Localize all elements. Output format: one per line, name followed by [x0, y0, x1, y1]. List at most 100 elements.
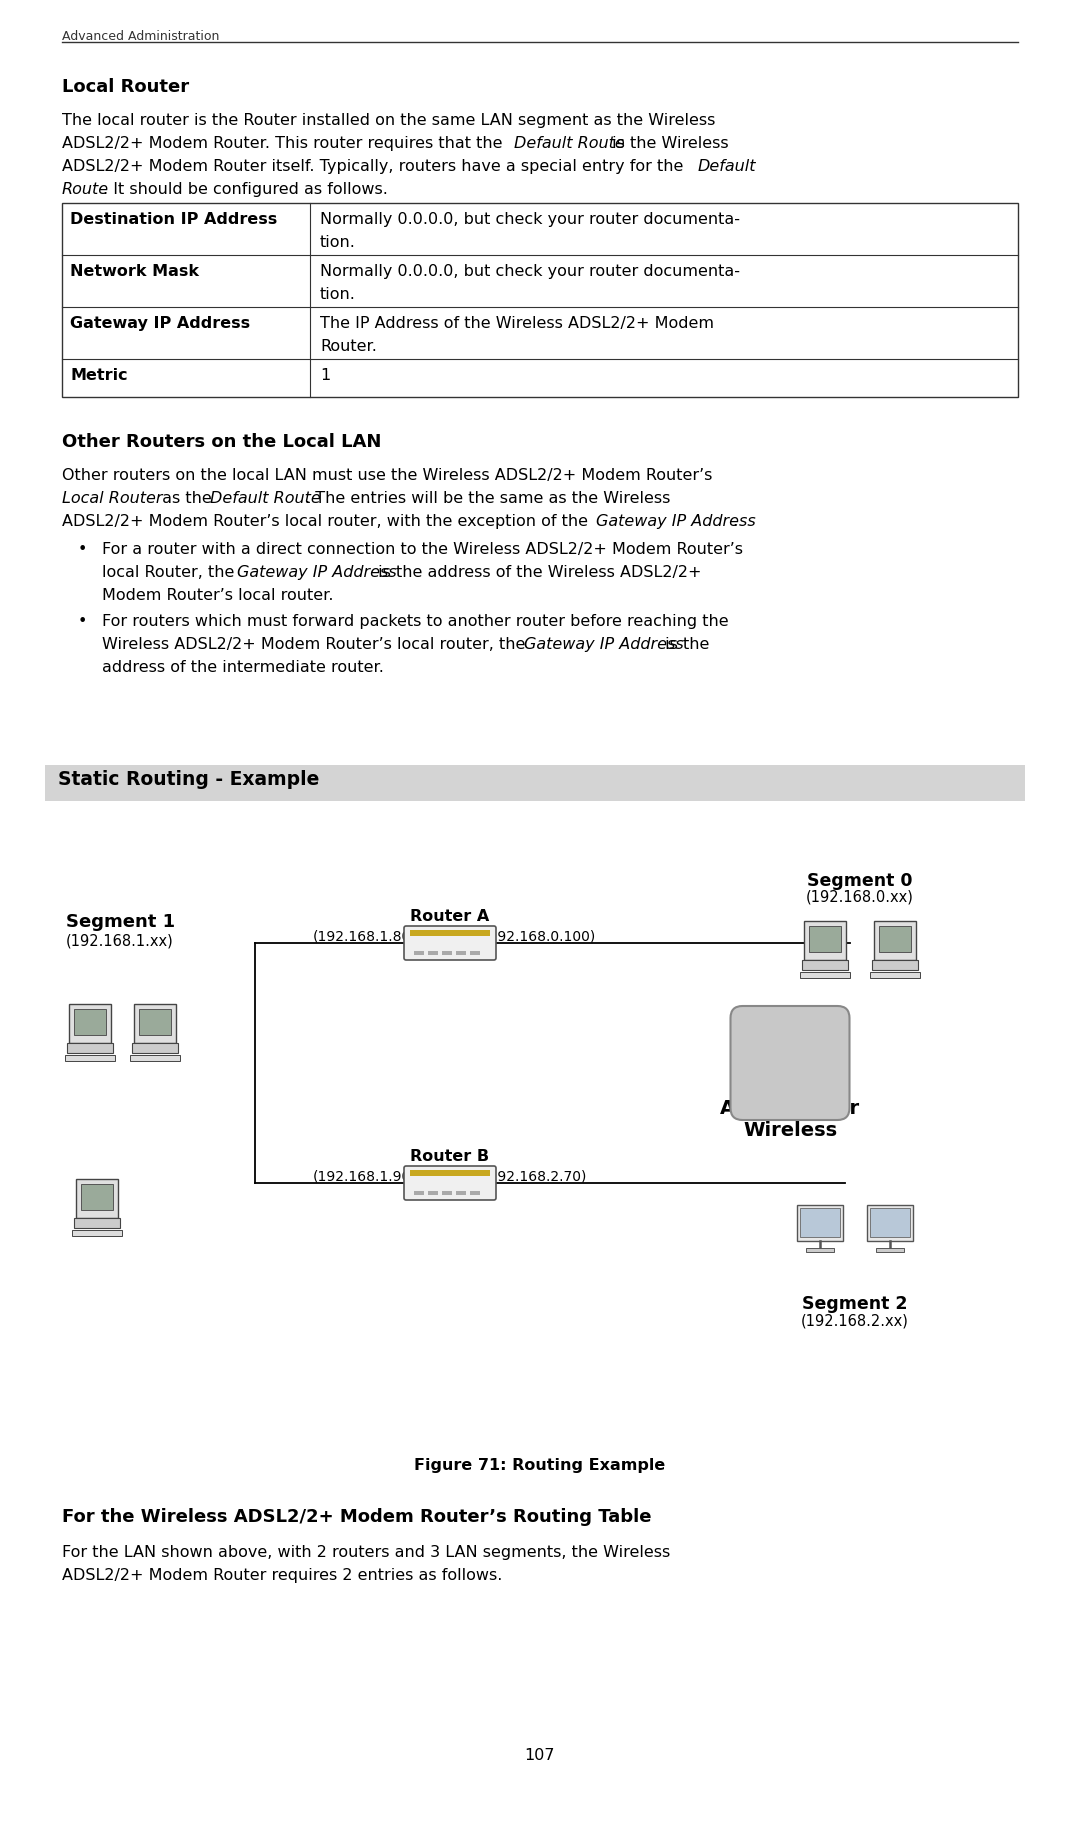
- Text: For the Wireless ADSL2/2+ Modem Router’s Routing Table: For the Wireless ADSL2/2+ Modem Router’s…: [62, 1508, 651, 1526]
- Text: 107: 107: [525, 1748, 555, 1763]
- FancyBboxPatch shape: [72, 1231, 122, 1236]
- Bar: [75, 1218, 120, 1229]
- Text: Static Routing - Example: Static Routing - Example: [58, 769, 320, 789]
- FancyBboxPatch shape: [131, 1056, 179, 1061]
- Bar: [73, 1008, 106, 1034]
- Bar: [410, 930, 490, 935]
- Bar: [797, 1205, 843, 1241]
- Text: Metric: Metric: [70, 368, 127, 383]
- Text: Gateway IP Address: Gateway IP Address: [237, 565, 396, 580]
- Text: Segment 0: Segment 0: [807, 871, 913, 890]
- Text: For routers which must forward packets to another router before reaching the: For routers which must forward packets t…: [102, 614, 729, 629]
- Text: •: •: [78, 541, 87, 558]
- Bar: [132, 1043, 178, 1054]
- Text: Route: Route: [62, 182, 109, 197]
- Text: Other Routers on the Local LAN: Other Routers on the Local LAN: [62, 434, 381, 450]
- Bar: [410, 1170, 490, 1176]
- FancyBboxPatch shape: [404, 926, 496, 961]
- Text: tion.: tion.: [320, 235, 356, 250]
- FancyBboxPatch shape: [800, 972, 850, 979]
- Bar: [414, 1190, 424, 1196]
- Bar: [456, 952, 465, 955]
- Text: •: •: [78, 614, 87, 629]
- FancyBboxPatch shape: [76, 1179, 118, 1218]
- Bar: [470, 952, 480, 955]
- Bar: [456, 1190, 465, 1196]
- Text: Local Router: Local Router: [62, 490, 162, 507]
- Text: is the address of the Wireless ADSL2/2+: is the address of the Wireless ADSL2/2+: [373, 565, 702, 580]
- Text: Gateway IP Address: Gateway IP Address: [524, 636, 684, 653]
- Text: Figure 71: Routing Example: Figure 71: Routing Example: [415, 1458, 665, 1473]
- Text: ADSL Router: ADSL Router: [720, 1099, 860, 1117]
- Text: Default Route: Default Route: [514, 137, 624, 151]
- Text: Router.: Router.: [320, 339, 377, 354]
- Bar: [800, 1209, 840, 1238]
- Bar: [139, 1008, 171, 1034]
- Bar: [81, 1183, 113, 1209]
- Text: Router B: Router B: [410, 1148, 489, 1165]
- Text: . It should be configured as follows.: . It should be configured as follows.: [103, 182, 388, 197]
- Text: tion.: tion.: [320, 286, 356, 303]
- Text: (192.168.0.100): (192.168.0.100): [484, 930, 596, 942]
- Text: Modem Router’s local router.: Modem Router’s local router.: [102, 589, 334, 603]
- Text: Destination IP Address: Destination IP Address: [70, 211, 278, 228]
- Text: is the Wireless: is the Wireless: [607, 137, 729, 151]
- Text: (192.168.0.1): (192.168.0.1): [740, 1074, 840, 1088]
- Bar: [428, 952, 438, 955]
- Bar: [45, 766, 1025, 800]
- Text: (192.168.2.xx): (192.168.2.xx): [801, 1313, 909, 1327]
- Text: . The entries will be the same as the Wireless: . The entries will be the same as the Wi…: [305, 490, 671, 507]
- Text: (192.168.2.70): (192.168.2.70): [484, 1169, 586, 1183]
- Bar: [414, 952, 424, 955]
- Text: Other routers on the local LAN must use the Wireless ADSL2/2+ Modem Router’s: Other routers on the local LAN must use …: [62, 469, 713, 483]
- Text: Advanced Administration: Advanced Administration: [62, 29, 219, 44]
- Text: Normally 0.0.0.0, but check your router documenta-: Normally 0.0.0.0, but check your router …: [320, 211, 740, 228]
- FancyBboxPatch shape: [870, 972, 920, 979]
- Text: (192.168.1.80): (192.168.1.80): [313, 930, 417, 942]
- Text: Gateway IP Address: Gateway IP Address: [70, 315, 251, 332]
- Text: Wireless ADSL2/2+ Modem Router’s local router, the: Wireless ADSL2/2+ Modem Router’s local r…: [102, 636, 530, 653]
- Text: .: .: [732, 514, 738, 529]
- Text: Gateway IP Address: Gateway IP Address: [596, 514, 756, 529]
- FancyBboxPatch shape: [66, 1056, 114, 1061]
- Bar: [866, 1205, 914, 1241]
- Text: as the: as the: [157, 490, 217, 507]
- FancyBboxPatch shape: [69, 1004, 111, 1043]
- Bar: [870, 1209, 909, 1238]
- Text: (192.168.1.xx): (192.168.1.xx): [66, 933, 174, 948]
- FancyBboxPatch shape: [134, 1004, 176, 1043]
- Text: Normally 0.0.0.0, but check your router documenta-: Normally 0.0.0.0, but check your router …: [320, 264, 740, 279]
- Bar: [442, 952, 453, 955]
- FancyBboxPatch shape: [404, 1167, 496, 1200]
- Text: local Router, the: local Router, the: [102, 565, 240, 580]
- Text: The IP Address of the Wireless ADSL2/2+ Modem: The IP Address of the Wireless ADSL2/2+ …: [320, 315, 714, 332]
- Text: (192.168.1.90): (192.168.1.90): [313, 1169, 417, 1183]
- Text: ADSL2/2+ Modem Router’s local router, with the exception of the: ADSL2/2+ Modem Router’s local router, wi…: [62, 514, 593, 529]
- FancyBboxPatch shape: [874, 921, 916, 961]
- Bar: [876, 1247, 904, 1252]
- Bar: [879, 926, 912, 952]
- Text: (192.168.0.xx): (192.168.0.xx): [806, 890, 914, 904]
- Text: Network Mask: Network Mask: [70, 264, 199, 279]
- Bar: [802, 961, 848, 970]
- Text: ADSL2/2+ Modem Router itself. Typically, routers have a special entry for the: ADSL2/2+ Modem Router itself. Typically,…: [62, 159, 689, 173]
- FancyBboxPatch shape: [730, 1006, 850, 1119]
- Text: Segment 1: Segment 1: [66, 913, 175, 932]
- Bar: [442, 1190, 453, 1196]
- Text: ADSL2/2+ Modem Router requires 2 entries as follows.: ADSL2/2+ Modem Router requires 2 entries…: [62, 1568, 502, 1582]
- Bar: [470, 1190, 480, 1196]
- Text: For the LAN shown above, with 2 routers and 3 LAN segments, the Wireless: For the LAN shown above, with 2 routers …: [62, 1546, 671, 1560]
- Bar: [872, 961, 918, 970]
- FancyBboxPatch shape: [804, 921, 847, 961]
- Text: is the: is the: [660, 636, 710, 653]
- Text: address of the intermediate router.: address of the intermediate router.: [102, 660, 383, 675]
- Text: For a router with a direct connection to the Wireless ADSL2/2+ Modem Router’s: For a router with a direct connection to…: [102, 541, 743, 558]
- Text: The local router is the Router installed on the same LAN segment as the Wireless: The local router is the Router installed…: [62, 113, 715, 128]
- Bar: [809, 926, 841, 952]
- Bar: [806, 1247, 835, 1252]
- Text: Router A: Router A: [410, 910, 489, 924]
- Text: 1: 1: [320, 368, 330, 383]
- Text: Wireless: Wireless: [743, 1121, 837, 1139]
- Text: Local Router: Local Router: [62, 78, 189, 97]
- Bar: [67, 1043, 113, 1054]
